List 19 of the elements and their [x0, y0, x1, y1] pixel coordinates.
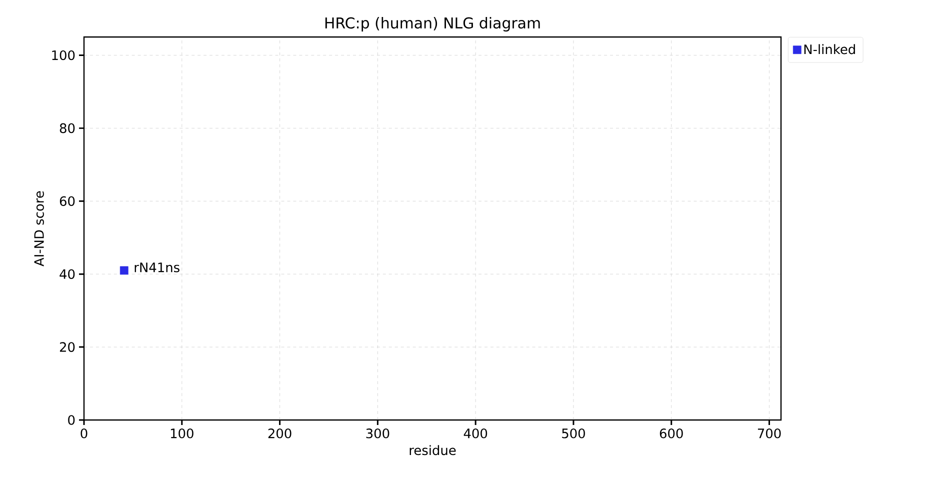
x-tick-label: 600: [660, 428, 683, 438]
y-tick-label: 0: [68, 415, 75, 425]
x-tick-label: 700: [758, 428, 781, 438]
y-axis-title: AI-ND score: [34, 191, 44, 266]
legend-label: N-linked: [804, 44, 855, 54]
annotation: rN41ns: [134, 262, 180, 272]
x-axis-title: residue: [410, 445, 456, 456]
chart-title: HRC:p (human) NLG diagram: [325, 17, 540, 32]
x-tick-label: 300: [366, 428, 390, 438]
y-tick-label: 100: [52, 50, 75, 60]
x-tick-label: 0: [80, 428, 88, 438]
x-tick-label: 400: [464, 428, 488, 438]
y-tick-label: 60: [60, 196, 75, 206]
y-tick-label: 20: [60, 342, 75, 352]
y-tick-label: 40: [60, 269, 75, 279]
x-tick-label: 100: [170, 428, 194, 438]
y-tick-label: 80: [60, 123, 75, 134]
x-tick-label: 200: [268, 428, 292, 438]
x-tick-label: 500: [562, 428, 585, 438]
